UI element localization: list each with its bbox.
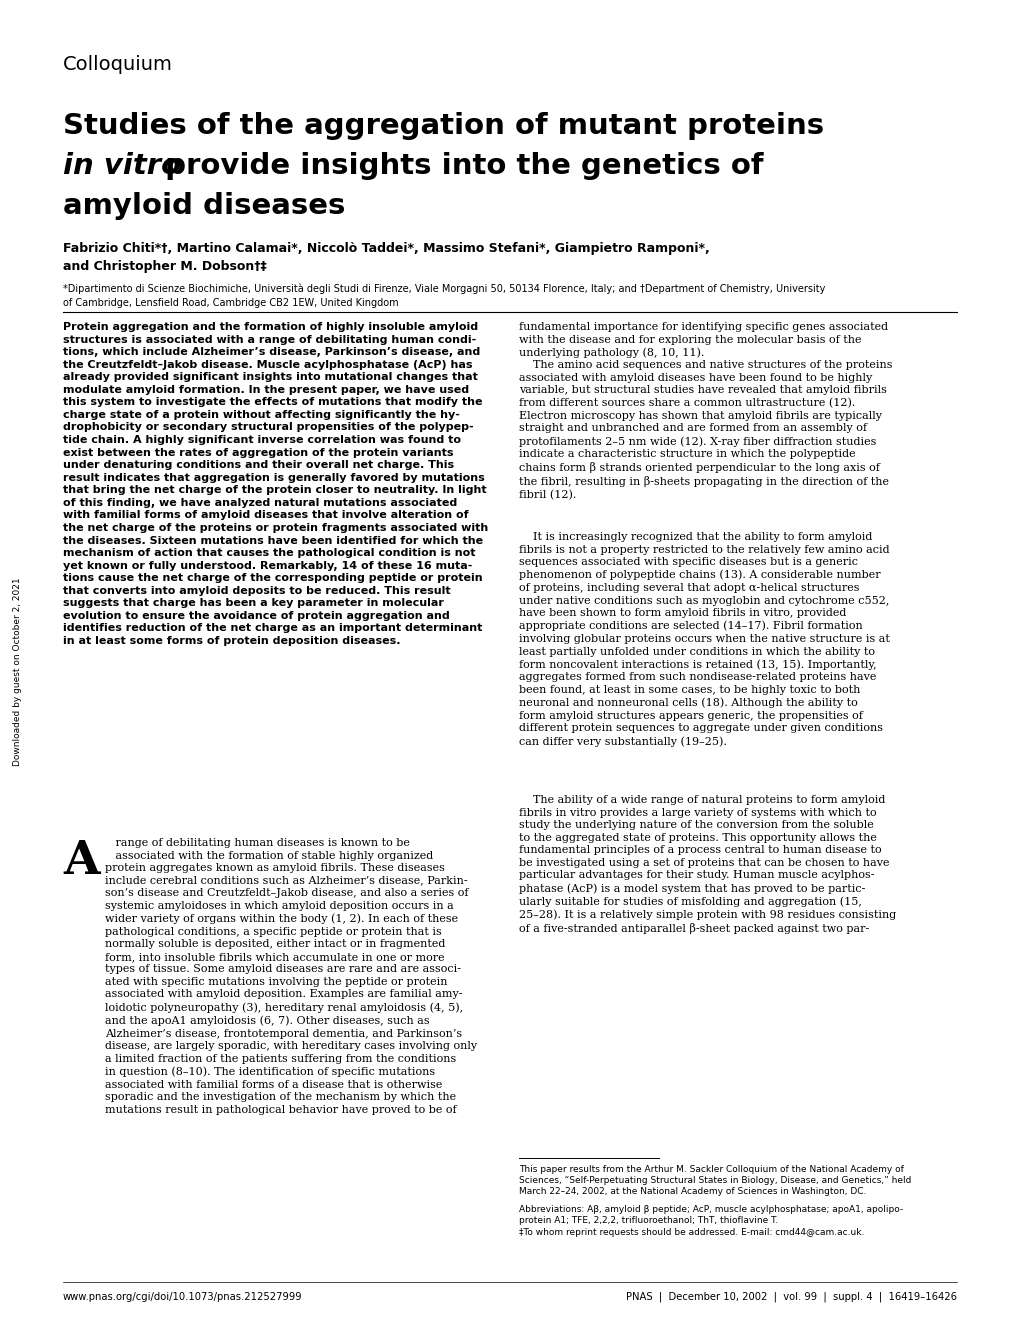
Text: The ability of a wide range of natural proteins to form amyloid
fibrils in vitro: The ability of a wide range of natural p… (519, 796, 896, 934)
Text: of Cambridge, Lensfield Road, Cambridge CB2 1EW, United Kingdom: of Cambridge, Lensfield Road, Cambridge … (63, 298, 398, 308)
Text: fundamental importance for identifying specific genes associated
with the diseas: fundamental importance for identifying s… (519, 323, 888, 358)
Text: The amino acid sequences and native structures of the proteins
associated with a: The amino acid sequences and native stru… (519, 360, 892, 500)
Text: Protein aggregation and the formation of highly insoluble amyloid
structures is : Protein aggregation and the formation of… (63, 323, 488, 646)
Text: Colloquium: Colloquium (63, 55, 172, 74)
Text: A: A (63, 839, 100, 884)
Text: amyloid diseases: amyloid diseases (63, 192, 345, 220)
Text: ‡To whom reprint requests should be addressed. E-mail: cmd44@cam.ac.uk.: ‡To whom reprint requests should be addr… (519, 1228, 863, 1236)
Text: *Dipartimento di Scienze Biochimiche, Università degli Studi di Firenze, Viale M: *Dipartimento di Scienze Biochimiche, Un… (63, 284, 824, 294)
Text: range of debilitating human diseases is known to be
   associated with the forma: range of debilitating human diseases is … (105, 839, 477, 1114)
Text: It is increasingly recognized that the ability to form amyloid
fibrils is not a : It is increasingly recognized that the a… (519, 532, 889, 747)
Text: in vitro: in vitro (63, 152, 181, 180)
Text: PNAS  |  December 10, 2002  |  vol. 99  |  suppl. 4  |  16419–16426: PNAS | December 10, 2002 | vol. 99 | sup… (626, 1292, 956, 1302)
Text: Abbreviations: Aβ, amyloid β peptide; AcP, muscle acylphosphatase; apoA1, apolip: Abbreviations: Aβ, amyloid β peptide; Ac… (519, 1206, 902, 1226)
Text: www.pnas.org/cgi/doi/10.1073/pnas.212527999: www.pnas.org/cgi/doi/10.1073/pnas.212527… (63, 1292, 303, 1302)
Text: This paper results from the Arthur M. Sackler Colloquium of the National Academy: This paper results from the Arthur M. Sa… (519, 1165, 911, 1196)
Text: and Christopher M. Dobson†‡: and Christopher M. Dobson†‡ (63, 259, 267, 273)
Text: provide insights into the genetics of: provide insights into the genetics of (155, 152, 763, 180)
Text: Downloaded by guest on October 2, 2021: Downloaded by guest on October 2, 2021 (13, 578, 22, 766)
Text: Studies of the aggregation of mutant proteins: Studies of the aggregation of mutant pro… (63, 112, 823, 140)
Text: Fabrizio Chiti*†, Martino Calamai*, Niccolò Taddei*, Massimo Stefani*, Giampietr: Fabrizio Chiti*†, Martino Calamai*, Nicc… (63, 242, 709, 255)
